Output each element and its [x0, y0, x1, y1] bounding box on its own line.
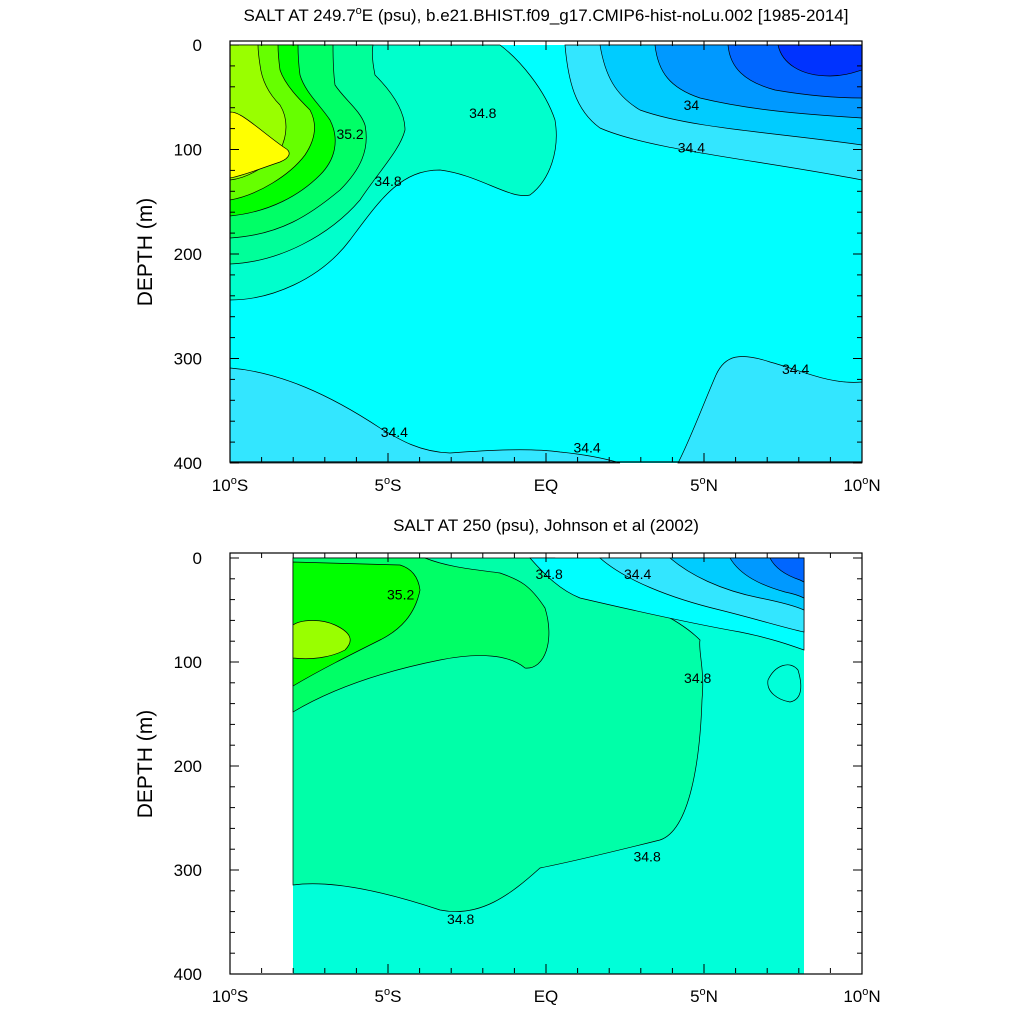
panel-2-xtick-label: EQ: [534, 987, 559, 1006]
panel-2-band-35.4: [292, 620, 351, 660]
panel-2: SALT AT 250 (psu), Johnson et al (2002) …: [134, 516, 881, 1006]
panel-2-ytick-label: 0: [193, 549, 202, 568]
panel-2-title: SALT AT 250 (psu), Johnson et al (2002): [393, 516, 699, 535]
panel-1: SALT AT 249.7oE (psu), b.e21.BHIST.f09_g…: [134, 5, 881, 495]
panel-2-ytick-label: 300: [174, 861, 202, 880]
panel-1-contour-label: 34.4: [573, 440, 600, 456]
panel-1-contour-label: 34.4: [381, 424, 408, 440]
panel-1-axes: 10oS 5oS EQ 5oN 10oN 0 100 200 300 400: [174, 36, 881, 495]
panel-2-field: [292, 557, 805, 974]
panel-2-contour-label: 34.8: [684, 670, 711, 686]
panel-1-ytick-label: 300: [174, 350, 202, 369]
panel-2-contour-label: 35.2: [387, 587, 414, 603]
panel-2-contour-label: 34.8: [447, 911, 474, 927]
panel-1-ytick-label: 200: [174, 245, 202, 264]
panel-1-band-34.4-bottom-left: [229, 367, 621, 464]
panel-2-xtick-label: 5oS: [375, 986, 402, 1006]
panel-1-contour-label: 34.4: [678, 140, 705, 156]
panel-1-title: SALT AT 249.7oE (psu), b.e21.BHIST.f09_g…: [244, 5, 849, 25]
panel-1-ytick-label: 0: [193, 36, 202, 55]
panel-1-band-34.4-bottom-right: [677, 356, 863, 464]
panel-1-xtick-label: 10oS: [212, 475, 248, 495]
panel-2-xtick-label: 5oN: [690, 986, 718, 1006]
panel-2-contour-label: 34.8: [633, 849, 660, 865]
panel-2-contour-label: 34.8: [536, 566, 563, 582]
panel-1-xtick-label: EQ: [534, 476, 559, 495]
panel-1-contour-label: 34.8: [469, 105, 496, 121]
panel-1-band-33.6: [777, 44, 863, 77]
panel-1-xtick-label: 5oS: [375, 475, 402, 495]
panel-2-ytick-label: 400: [174, 965, 202, 984]
panel-1-xtick-label: 5oN: [690, 475, 718, 495]
panel-1-contour-label: 35.2: [336, 126, 363, 142]
panel-2-axes: 10oS 5oS EQ 5oN 10oN 0 100 200 300 400: [174, 549, 881, 1006]
panel-2-ylabel: DEPTH (m): [134, 710, 157, 819]
panel-2-contour-labels: 35.2 34.8 34.4 34.8 34.8 34.8: [387, 566, 712, 927]
panel-1-contour-label: 34.4: [782, 361, 809, 377]
panel-2-band-33.8: [769, 557, 805, 583]
panel-1-ylabel: DEPTH (m): [134, 198, 157, 307]
panel-2-ytick-label: 100: [174, 653, 202, 672]
panel-2-contour-label: 34.4: [624, 566, 651, 582]
panel-2-eddy-right: [767, 664, 802, 703]
panel-1-contour-label: 34: [684, 97, 700, 113]
panel-1-ytick-label: 100: [174, 141, 202, 160]
panel-1-field: [229, 44, 863, 464]
panel-1-contour-label: 34.8: [374, 173, 401, 189]
panel-1-contour-labels: 34.8 35.2 34.8 34 34.4 34.4 34.4 34.4: [336, 97, 809, 456]
panel-1-band-35.8: [229, 111, 290, 179]
panel-2-ytick-label: 200: [174, 757, 202, 776]
panel-1-xtick-label: 10oN: [843, 475, 880, 495]
panel-2-xtick-label: 10oS: [212, 986, 248, 1006]
panel-1-ytick-label: 400: [174, 454, 202, 473]
panel-2-xtick-label: 10oN: [843, 986, 880, 1006]
